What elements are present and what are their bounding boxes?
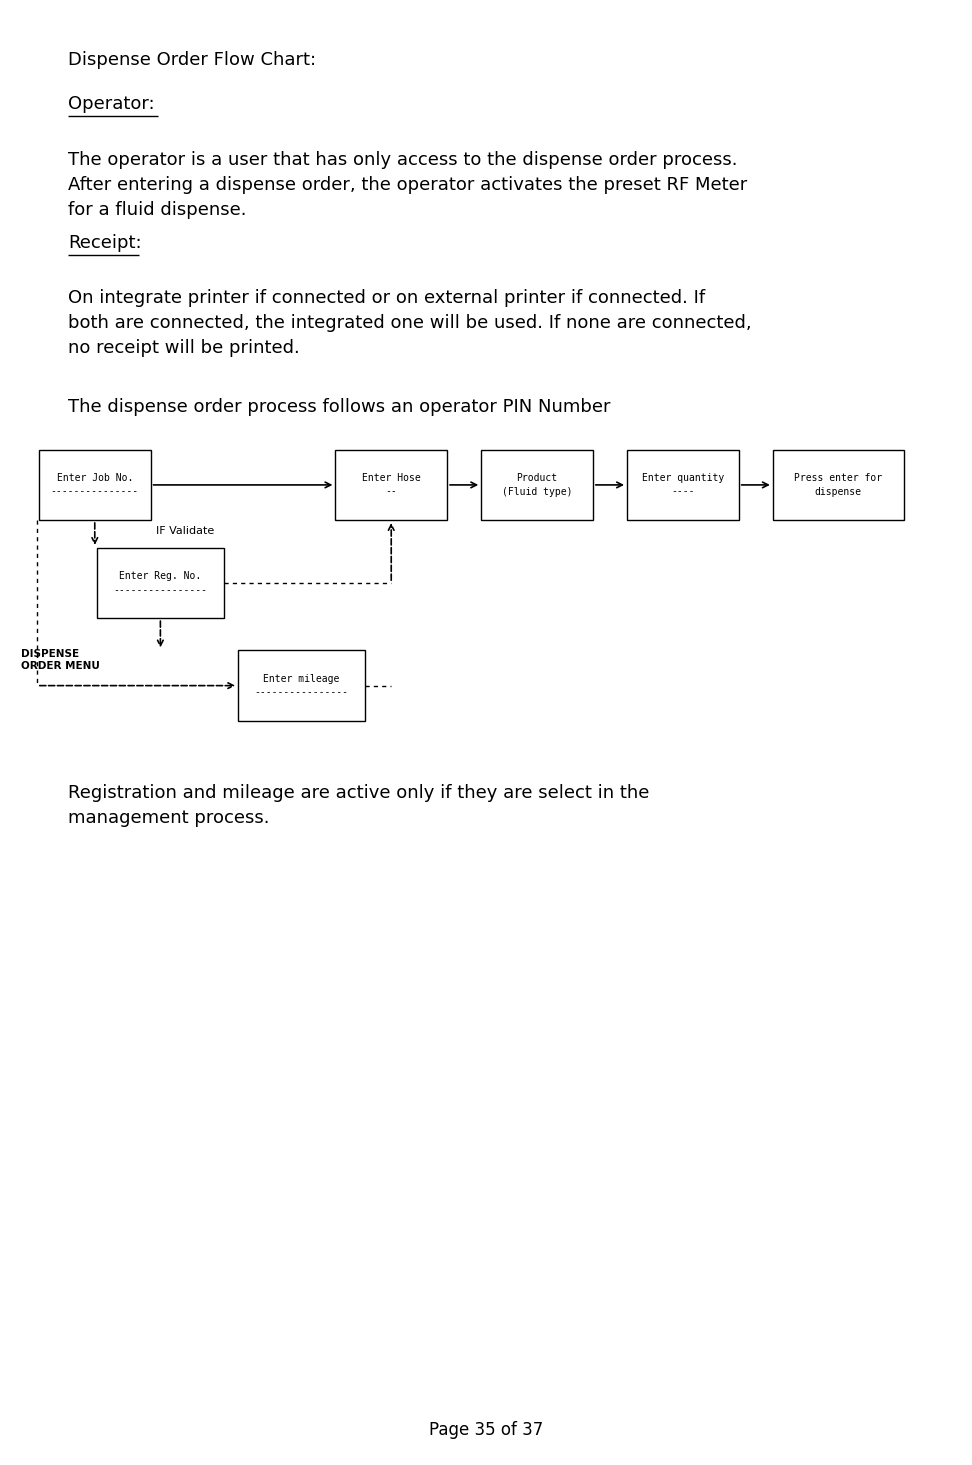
Text: On integrate printer if connected or on external printer if connected. If
both a: On integrate printer if connected or on …: [68, 289, 751, 356]
Text: Registration and mileage are active only if they are select in the
management pr: Registration and mileage are active only…: [68, 784, 649, 826]
FancyBboxPatch shape: [627, 450, 739, 520]
FancyBboxPatch shape: [39, 450, 151, 520]
FancyBboxPatch shape: [238, 650, 364, 721]
Text: Enter Reg. No.
----------------: Enter Reg. No. ----------------: [114, 571, 207, 595]
FancyBboxPatch shape: [481, 450, 593, 520]
FancyBboxPatch shape: [773, 450, 904, 520]
Text: The dispense order process follows an operator PIN Number: The dispense order process follows an op…: [68, 398, 610, 416]
Text: Page 35 of 37: Page 35 of 37: [429, 1421, 543, 1439]
Text: Dispense Order Flow Chart:: Dispense Order Flow Chart:: [68, 51, 316, 69]
FancyBboxPatch shape: [335, 450, 447, 520]
Text: Receipt:: Receipt:: [68, 234, 142, 252]
Text: Enter Job No.
---------------: Enter Job No. ---------------: [51, 473, 139, 497]
Text: DISPENSE
ORDER MENU: DISPENSE ORDER MENU: [21, 649, 100, 671]
Text: Enter Hose
--: Enter Hose --: [362, 473, 421, 497]
Text: Press enter for
dispense: Press enter for dispense: [794, 473, 883, 497]
Text: IF Validate: IF Validate: [156, 526, 214, 536]
Text: Enter quantity
----: Enter quantity ----: [642, 473, 724, 497]
Text: Enter mileage
----------------: Enter mileage ----------------: [255, 674, 348, 697]
Text: Operator:: Operator:: [68, 95, 155, 113]
Text: The operator is a user that has only access to the dispense order process.
After: The operator is a user that has only acc…: [68, 151, 747, 218]
FancyBboxPatch shape: [97, 548, 224, 618]
Text: Product
(Fluid type): Product (Fluid type): [502, 473, 573, 497]
